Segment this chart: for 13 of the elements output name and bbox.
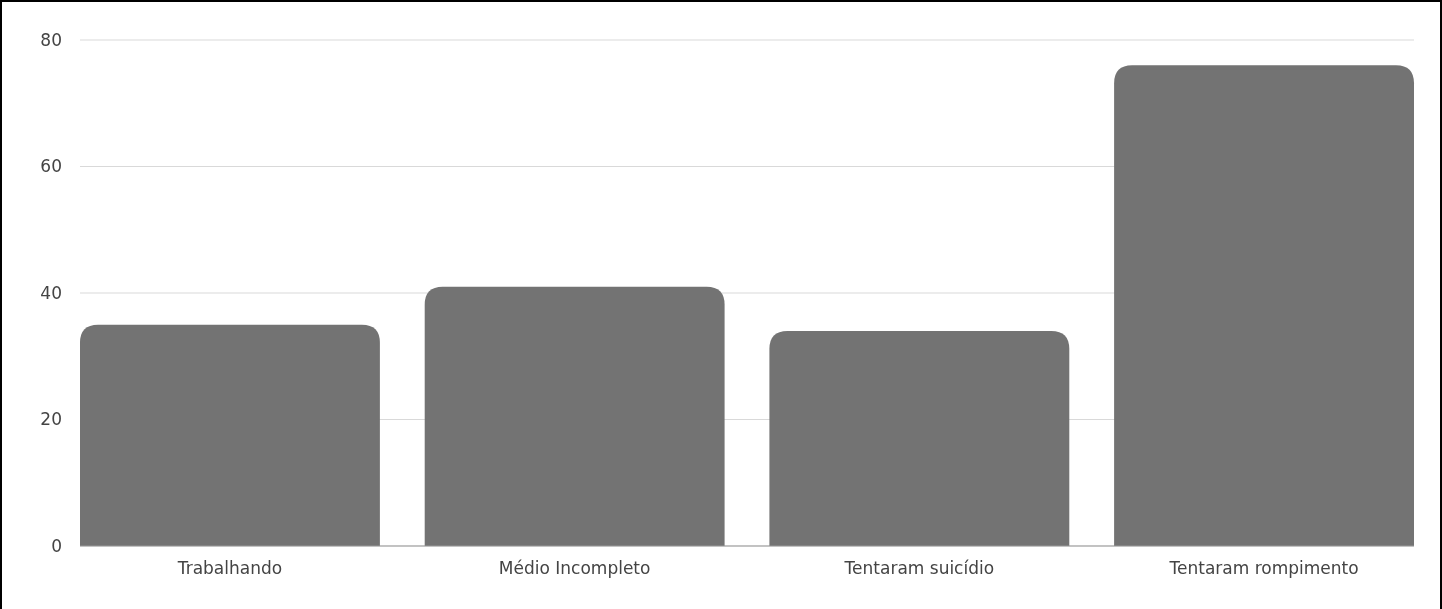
y-tick-label: 0	[51, 535, 62, 556]
bar	[424, 286, 725, 546]
bar	[769, 330, 1070, 546]
bar	[80, 324, 380, 546]
y-tick-label: 40	[40, 282, 62, 303]
x-tick-label: Trabalhando	[176, 558, 283, 579]
x-tick-label: Médio Incompleto	[498, 558, 651, 579]
y-tick-label: 60	[40, 156, 62, 177]
x-tick-label: Tentaram rompimento	[1168, 558, 1359, 579]
y-tick-label: 80	[40, 29, 62, 50]
x-tick-label: Tentaram suicídio	[843, 558, 995, 579]
y-tick-label: 20	[40, 409, 62, 430]
bar	[1114, 65, 1414, 546]
